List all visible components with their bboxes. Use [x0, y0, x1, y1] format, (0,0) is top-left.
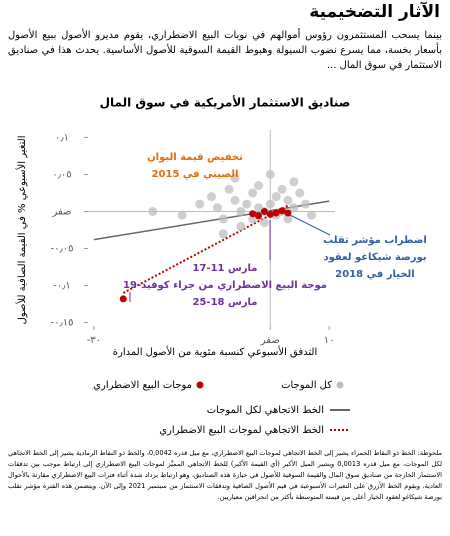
point [236, 221, 246, 231]
point [265, 169, 275, 179]
x-tick-label: صفر [260, 335, 280, 346]
legend-label: الخط الاتجاهي لكل الموجات [207, 405, 324, 416]
y-axis-label: التغير الأسبوعي % في القيمة الصافية للأص… [15, 136, 28, 325]
point [224, 184, 234, 194]
point [272, 209, 280, 217]
point [177, 210, 187, 220]
annotation: اضطراب مؤشر تقلب [323, 235, 427, 246]
y-tick-label: ٠٫٠٥- [51, 244, 74, 255]
annotation: موجة البيع الاضطراري من جراء كوفيد-19 [123, 280, 327, 291]
annotation: بورصة شيكاغو لعقود [323, 252, 426, 263]
point [207, 192, 216, 202]
legend-marker [196, 381, 204, 389]
point [148, 206, 158, 216]
point [277, 184, 287, 194]
x-tick-label: ١٠ [324, 335, 335, 346]
y-tick-label: ٠٫١٥- [51, 318, 74, 329]
point [260, 207, 268, 215]
point [301, 199, 311, 209]
annotation: تخفيض قيمة اليوان [147, 152, 243, 163]
point [218, 214, 228, 224]
point [218, 229, 228, 239]
point [289, 177, 299, 187]
point [266, 210, 274, 218]
y-tick-label: ٠٫١ [55, 132, 69, 143]
point [254, 181, 264, 191]
point [283, 214, 293, 224]
trend-line [122, 204, 289, 294]
point [119, 295, 127, 303]
point [249, 210, 257, 218]
intro-text: بينما يسحب المستثمرون رؤوس أموالهم في نو… [8, 30, 442, 71]
point [248, 188, 258, 198]
point [230, 195, 240, 205]
y-tick-label: ٠٫١- [53, 281, 71, 292]
note: ملحوظة: الخط ذو النقاط الحمراء يشير إلى … [8, 449, 442, 501]
point [248, 214, 258, 224]
annotation: مارس 11-17 [193, 263, 258, 274]
chart-title: صناديق الاستثمار الأمريكية في سوق المال [100, 95, 351, 111]
legend-label: الخط الاتجاهي لموجات البيع الاضطراري [159, 425, 324, 436]
annotation-arrow [289, 214, 331, 236]
point [295, 188, 305, 198]
legend-label: كل الموجات [281, 380, 332, 391]
y-tick-label: ٠٫٠٥ [52, 169, 71, 180]
point [284, 209, 292, 217]
point [306, 210, 316, 220]
legend-label: موجات البيع الاضطراري [93, 380, 192, 391]
point [265, 199, 275, 209]
point [212, 203, 222, 213]
annotation: مارس 18-25 [193, 297, 258, 308]
point [230, 173, 240, 183]
point [255, 212, 263, 220]
y-tick-label: صفر [51, 206, 71, 217]
point [289, 203, 299, 213]
point [242, 199, 252, 209]
x-axis-label: التدفق الأسبوعي كنسبة مئوية من الأصول ال… [113, 345, 317, 358]
point [271, 192, 281, 202]
point [278, 207, 286, 215]
chart: صناديق الاستثمار الأمريكية في سوق المال … [15, 95, 427, 437]
annotation: الصيني في 2015 [152, 169, 239, 180]
legend-marker [336, 381, 344, 389]
point [259, 218, 269, 228]
annotation: الخيار في 2018 [335, 269, 414, 280]
page-title: الآثار التضخيمية [309, 2, 440, 22]
point [236, 206, 246, 216]
x-tick-label: ٣٠- [87, 335, 101, 346]
point [195, 199, 205, 209]
point [283, 195, 293, 205]
